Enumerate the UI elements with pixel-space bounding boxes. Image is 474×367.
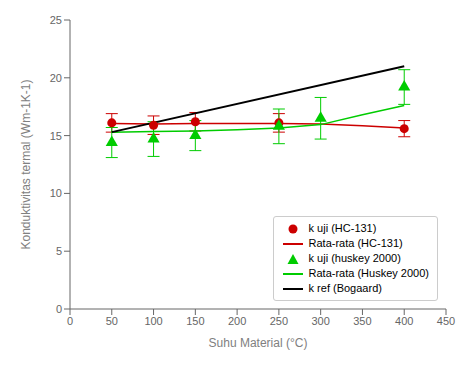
- svg-text:350: 350: [353, 315, 371, 327]
- svg-text:Suhu Material (°C): Suhu Material (°C): [209, 336, 308, 350]
- svg-text:100: 100: [144, 315, 162, 327]
- svg-text:400: 400: [395, 315, 413, 327]
- html-text:Rata-rata (Huskey 2000): Rata-rata (Huskey 2000): [308, 267, 429, 279]
- svg-text:300: 300: [311, 315, 329, 327]
- html-text:k uji (huskey 2000): k uji (huskey 2000): [308, 252, 401, 264]
- svg-text:10: 10: [50, 187, 62, 199]
- svg-text:250: 250: [270, 315, 288, 327]
- svg-text:25: 25: [50, 14, 62, 26]
- html-text:k ref (Bogaard): k ref (Bogaard): [308, 282, 382, 294]
- svg-text:0: 0: [67, 315, 73, 327]
- svg-text:5: 5: [56, 245, 62, 257]
- html-text:Rata-rata (HC-131): Rata-rata (HC-131): [308, 237, 403, 249]
- svg-text:150: 150: [186, 315, 204, 327]
- svg-text:450: 450: [437, 315, 455, 327]
- html-text:k uji (HC-131): k uji (HC-131): [308, 222, 377, 234]
- svg-text:Konduktivitas termal (Wm-1K-1): Konduktivitas termal (Wm-1K-1): [19, 79, 33, 249]
- svg-text:20: 20: [50, 72, 62, 84]
- svg-text:200: 200: [228, 315, 246, 327]
- svg-text:50: 50: [106, 315, 118, 327]
- svg-text:0: 0: [56, 303, 62, 315]
- svg-text:15: 15: [50, 130, 62, 142]
